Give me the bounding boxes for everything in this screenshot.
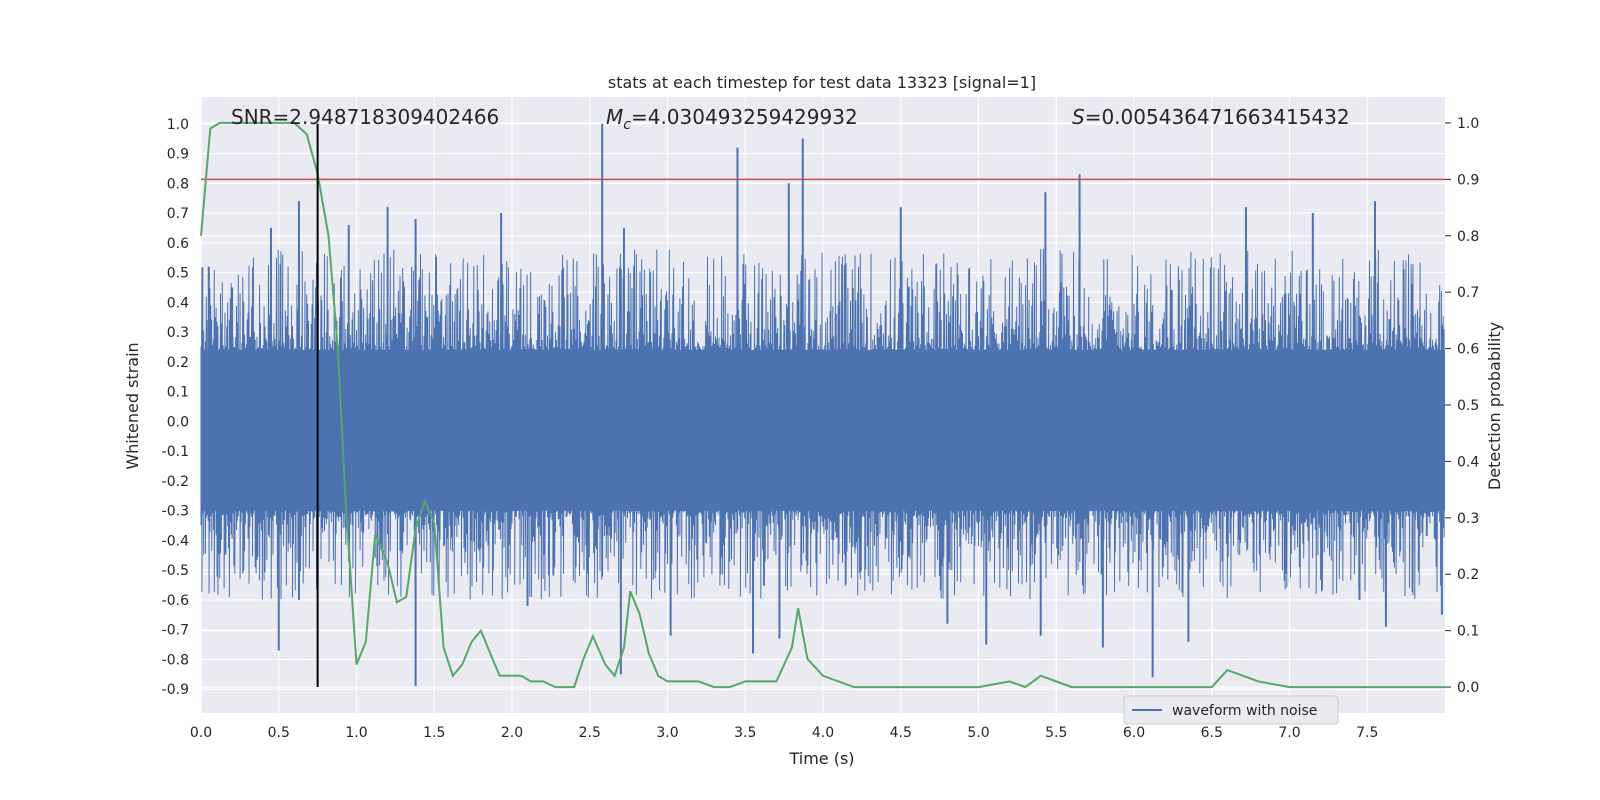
y-left-axis-label: Whitened strain bbox=[123, 342, 142, 469]
y-right-tick-label: 0.8 bbox=[1457, 229, 1479, 245]
x-tick-label: 2.0 bbox=[501, 725, 523, 741]
legend-label-waveform: waveform with noise bbox=[1172, 703, 1317, 719]
mc-subscript: c bbox=[623, 117, 631, 133]
y-left-tick-label: 0.1 bbox=[167, 385, 189, 401]
y-left-tick-label: -0.7 bbox=[162, 623, 189, 639]
x-axis-ticks: 0.0 0.5 1.0 1.5 2.0 2.5 3.0 3.5 4.0 4.5 5.0 5.5 6.0 6… bbox=[190, 725, 1379, 741]
y-left-tick-label: 0.7 bbox=[167, 206, 189, 222]
y-left-tick-label: -0.8 bbox=[162, 652, 189, 668]
y-left-tick-label: 0.6 bbox=[167, 236, 189, 252]
mc-value: =4.030493259429932 bbox=[631, 105, 858, 129]
y-right-tick-label: 0.3 bbox=[1457, 511, 1479, 527]
y-left-tick-label: 0.8 bbox=[167, 176, 189, 192]
snr-annotation: SNR=2.948718309402466 bbox=[231, 105, 499, 129]
y-right-tick-label: 0.5 bbox=[1457, 398, 1479, 414]
x-tick-label: 2.5 bbox=[579, 725, 601, 741]
y-right-tick-label: 0.6 bbox=[1457, 342, 1479, 358]
x-tick-label: 1.5 bbox=[423, 725, 445, 741]
x-axis-label: Time (s) bbox=[788, 749, 854, 768]
legend: waveform with noise bbox=[1123, 695, 1339, 725]
y-left-tick-label: -0.5 bbox=[162, 563, 189, 579]
y-left-tick-label: 0.9 bbox=[167, 147, 189, 163]
s-annotation: S=0.005436471663415432 bbox=[1072, 105, 1350, 129]
y-left-tick-label: 1.0 bbox=[167, 117, 189, 133]
x-tick-label: 7.5 bbox=[1356, 725, 1378, 741]
y-right-axis-label: Detection probability bbox=[1485, 322, 1504, 490]
y-left-axis-ticks: 1.0 0.9 0.8 0.7 0.6 0.5 0.4 0.3 0.2 0.1 0.0 -0.1 -0.… bbox=[162, 117, 189, 698]
x-tick-label: 6.0 bbox=[1123, 725, 1145, 741]
y-right-axis-ticks: 1.0 0.9 0.8 0.7 0.6 0.5 0.4 0.3 0.2 0.1 0.0 bbox=[1445, 116, 1479, 696]
y-right-tick-label: 0.2 bbox=[1457, 567, 1479, 583]
x-tick-label: 3.0 bbox=[656, 725, 678, 741]
x-tick-label: 4.0 bbox=[812, 725, 834, 741]
x-tick-label: 3.5 bbox=[734, 725, 756, 741]
y-right-tick-label: 0.7 bbox=[1457, 285, 1479, 301]
probability-series-line bbox=[200, 121, 1445, 689]
s-symbol: S bbox=[1072, 105, 1085, 129]
y-right-tick-label: 0.0 bbox=[1457, 680, 1479, 696]
y-left-tick-label: 0.5 bbox=[167, 266, 189, 282]
legend-box bbox=[1123, 695, 1339, 725]
y-left-tick-label: 0.4 bbox=[167, 295, 189, 311]
y-left-tick-label: 0.3 bbox=[167, 325, 189, 341]
s-value: =0.005436471663415432 bbox=[1085, 105, 1350, 129]
y-left-tick-label: -0.1 bbox=[162, 444, 189, 460]
waveform-series bbox=[200, 123, 1445, 687]
y-right-tick-label: 1.0 bbox=[1457, 116, 1479, 132]
x-tick-label: 0.0 bbox=[190, 725, 212, 741]
y-right-tick-label: 0.9 bbox=[1457, 172, 1479, 188]
x-tick-label: 1.0 bbox=[345, 725, 367, 741]
chart-title: stats at each timestep for test data 133… bbox=[608, 73, 1036, 92]
y-right-tick-label: 0.1 bbox=[1457, 624, 1479, 640]
x-tick-label: 5.5 bbox=[1045, 725, 1067, 741]
y-left-tick-label: -0.3 bbox=[162, 504, 189, 520]
y-left-tick-label: -0.2 bbox=[162, 474, 189, 490]
y-left-tick-label: -0.6 bbox=[162, 593, 189, 609]
y-left-tick-label: -0.9 bbox=[162, 682, 189, 698]
y-left-tick-label: 0.2 bbox=[167, 355, 189, 371]
waveform-noise bbox=[200, 248, 1445, 600]
x-tick-label: 0.5 bbox=[268, 725, 290, 741]
y-right-tick-label: 0.4 bbox=[1457, 454, 1479, 470]
x-tick-label: 6.5 bbox=[1201, 725, 1223, 741]
mc-annotation: Mc=4.030493259429932 bbox=[606, 105, 858, 133]
x-tick-label: 5.0 bbox=[967, 725, 989, 741]
x-tick-label: 7.0 bbox=[1278, 725, 1300, 741]
y-left-tick-label: -0.4 bbox=[162, 533, 189, 549]
mc-symbol: M bbox=[606, 105, 623, 129]
y-left-tick-label: 0.0 bbox=[167, 414, 189, 430]
x-tick-label: 4.5 bbox=[890, 725, 912, 741]
